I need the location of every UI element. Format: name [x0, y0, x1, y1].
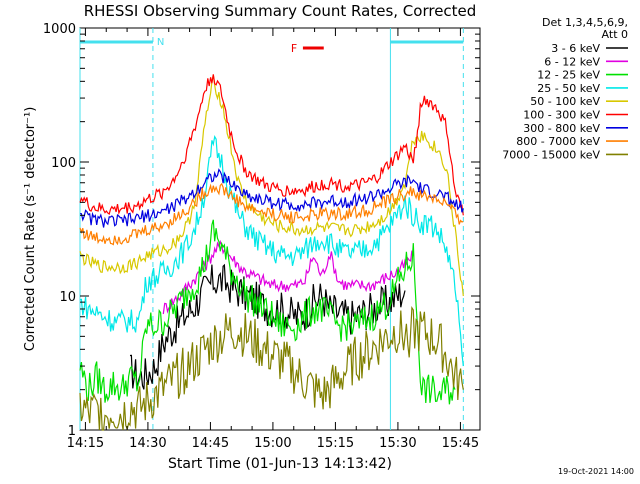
y-tick-label: 10 [59, 290, 76, 305]
x-tick-label: 15:00 [254, 436, 291, 451]
x-tick-label: 15:15 [317, 436, 354, 451]
x-tick-label: 14:30 [129, 436, 166, 451]
legend-label: 12 - 25 keV [537, 69, 600, 82]
y-axis-label: Corrected Count Rate (s⁻¹ detector⁻¹) [23, 107, 38, 352]
series-line-8 [79, 305, 464, 432]
y-tick-label: 1000 [43, 22, 76, 37]
chart-title: RHESSI Observing Summary Count Rates, Co… [84, 2, 477, 20]
x-axis-label: Start Time (01-Jun-13 14:13:42) [168, 456, 392, 472]
series-line-4 [79, 74, 464, 297]
series-line-6 [80, 168, 464, 228]
legend-label: 800 - 7000 keV [516, 135, 600, 148]
x-tick-label: 14:45 [192, 436, 229, 451]
series-line-5 [79, 74, 464, 216]
flare-marker-label: F [291, 42, 297, 55]
series-line-3 [79, 135, 464, 367]
y-axis-ticks: 1 10 100 1000 [43, 22, 480, 439]
y-tick-label: 1 [68, 424, 76, 439]
x-tick-label: 15:30 [379, 436, 416, 451]
series-line-2 [79, 219, 456, 405]
legend-header-attenuator: Att 0 [602, 28, 628, 41]
footer-timestamp: 19-Oct-2021 14:00 [558, 467, 634, 476]
legend-label: 100 - 300 keV [523, 109, 600, 122]
night-marker-label: N [157, 37, 164, 48]
legend-header-detectors: Det 1,3,4,5,6,9, [542, 16, 628, 29]
legend-label: 6 - 12 keV [544, 55, 600, 68]
y-axis-label-text: Corrected Count Rate (s⁻¹ detector⁻¹) [23, 107, 38, 352]
series-line-0 [129, 263, 406, 390]
legend-label: 25 - 50 keV [537, 82, 600, 95]
y-tick-label: 100 [51, 156, 76, 171]
x-axis-ticks: 14:15 14:30 14:45 15:00 15:15 15:30 15:45 [67, 28, 479, 451]
x-tick-label: 15:45 [442, 436, 479, 451]
legend-label: 50 - 100 keV [530, 95, 600, 108]
series-line-1 [162, 239, 414, 315]
series-group [79, 74, 464, 432]
series-line-7 [79, 182, 464, 246]
legend-label: 3 - 6 keV [551, 42, 600, 55]
legend-label: 7000 - 15000 keV [502, 148, 600, 161]
legend-label: 300 - 800 keV [523, 122, 600, 135]
observing-intervals [79, 28, 464, 430]
x-tick-label: 14:15 [67, 436, 104, 451]
